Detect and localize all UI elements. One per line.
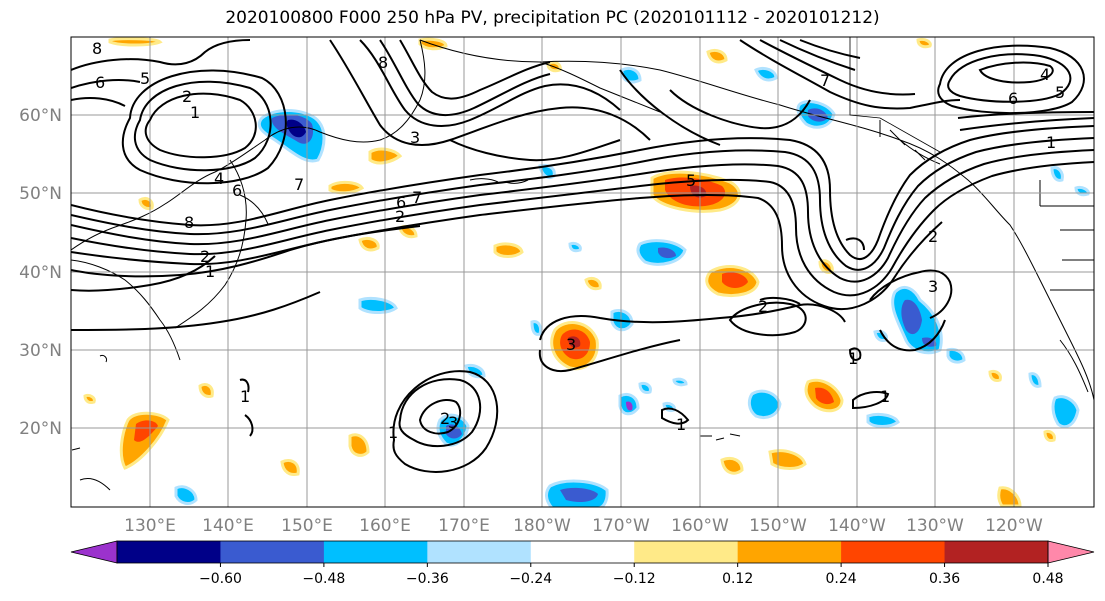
colorbar-tick-label: 0.36 <box>929 571 960 587</box>
lon-label: 160°W <box>671 516 729 536</box>
colorbar-tick-label: −0.60 <box>199 571 242 587</box>
pv-label: 2 <box>200 247 210 266</box>
pv-label: 6 <box>1008 89 1018 108</box>
lon-label: 150°W <box>749 516 807 536</box>
colorbar-tick-label: 0.12 <box>722 571 753 587</box>
pv-label: 1 <box>190 103 200 122</box>
lat-label: 50°N <box>19 184 62 204</box>
colorbar-segment <box>737 541 842 563</box>
pv-label: 1 <box>205 262 215 281</box>
colorbar-extend-max <box>1047 540 1095 564</box>
pv-label: 2 <box>440 409 450 428</box>
pv-label: 3 <box>410 128 420 147</box>
colorbar-tick-label: 0.48 <box>1032 571 1063 587</box>
pv-label: 3 <box>928 277 938 296</box>
colorbar-segment <box>530 541 635 563</box>
pv-label: 4 <box>1040 65 1050 84</box>
pv-label: 1 <box>240 387 250 406</box>
pv-label: 5 <box>686 171 696 190</box>
coastlines <box>71 39 1094 491</box>
lon-label: 130°W <box>906 516 964 536</box>
lon-label: 160°E <box>359 516 411 536</box>
colorbar-tick-label: 0.24 <box>826 571 857 587</box>
colorbar: −0.60 −0.48 −0.36 −0.24 −0.12 0.12 0.24 0.36 0.4… <box>70 540 1095 587</box>
longitude-labels: 130°E 140°E 150°E 160°E 170°E 180°W 170°… <box>124 516 1043 536</box>
pv-label: 8 <box>92 39 102 58</box>
pv-label: 2 <box>928 227 938 246</box>
colorbar-tick-label: −0.24 <box>509 571 552 587</box>
graticule <box>71 37 1094 507</box>
lon-label: 120°W <box>985 516 1043 536</box>
lat-label: 40°N <box>19 263 62 283</box>
pv-label: 1 <box>848 349 858 368</box>
pv-label: 4 <box>214 169 224 188</box>
colorbar-segment <box>117 541 221 563</box>
pv-label: 7 <box>412 188 422 207</box>
colorbar-frame <box>116 540 1049 564</box>
map-frame <box>70 36 1095 508</box>
pv-label: 7 <box>820 71 830 90</box>
latitude-labels: 60°N 50°N 40°N 30°N 20°N <box>19 106 62 439</box>
pv-label: 1 <box>1046 133 1056 152</box>
colorbar-tick-label: −0.48 <box>302 571 345 587</box>
pv-label: 2 <box>758 297 768 316</box>
lon-label: 170°W <box>592 516 650 536</box>
colorbar-segment <box>220 541 325 563</box>
colorbar-segment <box>323 541 428 563</box>
pv-label: 2 <box>182 87 192 106</box>
pv-label: 3 <box>566 335 576 354</box>
pv-contours <box>71 39 1094 473</box>
lon-label: 150°E <box>281 516 333 536</box>
pv-label: 1 <box>676 415 686 434</box>
lon-label: 130°E <box>124 516 176 536</box>
pv-label: 1 <box>880 387 890 406</box>
pv-label: 7 <box>294 175 304 194</box>
pv-contour-labels: 8 6 5 2 1 4 6 7 8 2 1 2 3 7 6 8 5 7 4 5 … <box>92 39 1065 442</box>
colorbar-extend-min <box>70 540 118 564</box>
colorbar-tick-label: −0.12 <box>613 571 656 587</box>
colorbar-segment <box>944 541 1049 563</box>
colorbar-tick-label: −0.36 <box>406 571 449 587</box>
pv-label: 6 <box>396 193 406 212</box>
lat-label: 30°N <box>19 341 62 361</box>
pv-label: 3 <box>448 413 458 432</box>
pv-label: 6 <box>232 181 242 200</box>
lon-label: 140°E <box>202 516 254 536</box>
map-title: 2020100800 F000 250 hPa PV, precipitatio… <box>225 8 880 28</box>
colorbar-segment <box>841 541 946 563</box>
pv-label: 8 <box>378 53 388 72</box>
colorbar-segment <box>427 541 532 563</box>
pv-label: 6 <box>95 73 105 92</box>
colorbar-segment <box>634 541 739 563</box>
pv-label: 5 <box>140 69 150 88</box>
lat-label: 60°N <box>19 106 62 126</box>
lon-label: 170°E <box>438 516 490 536</box>
pv-label: 2 <box>395 207 405 226</box>
pv-label: 1 <box>388 423 398 442</box>
lon-label: 140°W <box>828 516 886 536</box>
lat-label: 20°N <box>19 419 62 439</box>
pv-label: 5 <box>1055 83 1065 102</box>
pv-label: 8 <box>184 213 194 232</box>
lon-label: 180°W <box>513 516 571 536</box>
